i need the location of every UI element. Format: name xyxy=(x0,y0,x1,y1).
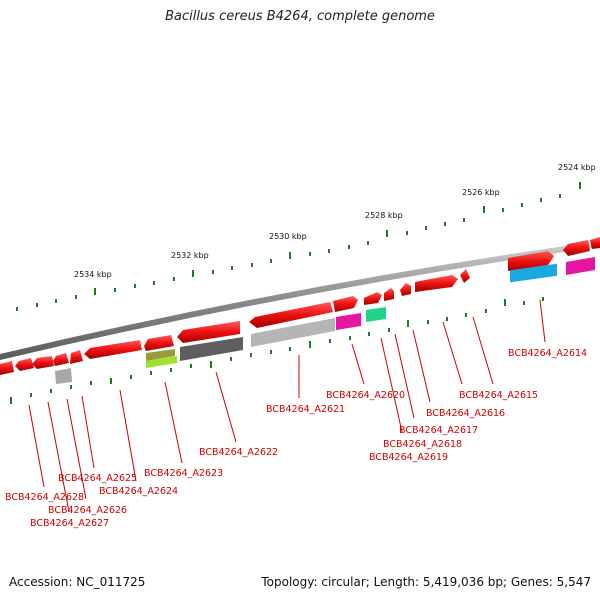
feature-lime[interactable] xyxy=(146,356,177,368)
feature-gray-dark[interactable] xyxy=(180,337,243,361)
scale-label-2526: 2526 kbp xyxy=(462,188,500,197)
gene-arrow[interactable] xyxy=(563,240,590,256)
feature-cyan[interactable] xyxy=(510,263,557,283)
gene-label-a2618[interactable]: BCB4264_A2618 xyxy=(383,439,462,450)
gene-label-a2628[interactable]: BCB4264_A2628 xyxy=(5,492,84,503)
gene-arrow[interactable] xyxy=(384,288,394,301)
gene-label-a2625[interactable]: BCB4264_A2625 xyxy=(58,473,137,484)
inner-scale-ticks xyxy=(10,297,544,404)
gene-label-a2617[interactable]: BCB4264_A2617 xyxy=(399,425,478,436)
genome-summary-text: Topology: circular; Length: 5,419,036 bp… xyxy=(261,575,591,589)
gene-label-a2620[interactable]: BCB4264_A2620 xyxy=(326,390,405,401)
gene-labels: BCB4264_A2614 BCB4264_A2615 BCB4264_A261… xyxy=(5,348,587,529)
scale-label-2524: 2524 kbp xyxy=(558,163,596,172)
scale-label-2528: 2528 kbp xyxy=(365,211,403,220)
gene-label-a2622[interactable]: BCB4264_A2622 xyxy=(199,447,278,458)
gene-label-a2627[interactable]: BCB4264_A2627 xyxy=(30,518,109,529)
gene-label-a2621[interactable]: BCB4264_A2621 xyxy=(266,404,345,415)
gene-arrow[interactable] xyxy=(590,237,600,249)
gene-arrow[interactable] xyxy=(144,335,174,351)
gene-arrow[interactable] xyxy=(415,275,458,292)
genome-title: Bacillus cereus B4264, complete genome xyxy=(165,9,435,24)
accession-text: Accession: NC_011725 xyxy=(9,575,146,589)
gene-arrow[interactable] xyxy=(53,353,69,366)
gene-arrow[interactable] xyxy=(364,292,382,305)
feature-blocks xyxy=(55,257,595,384)
gene-arrow[interactable] xyxy=(84,340,142,359)
feature-teal[interactable] xyxy=(366,307,386,322)
feature-magenta[interactable] xyxy=(336,313,361,330)
feature-gray-light[interactable] xyxy=(251,318,335,347)
scale-label-2530: 2530 kbp xyxy=(269,232,307,241)
feature-magenta[interactable] xyxy=(566,257,595,275)
gene-arrow[interactable] xyxy=(333,296,358,312)
gene-label-a2624[interactable]: BCB4264_A2624 xyxy=(99,486,178,497)
gene-arrow[interactable] xyxy=(177,321,240,343)
label-leader-lines xyxy=(28,299,546,513)
gene-arrow[interactable] xyxy=(249,302,333,328)
feature-olive[interactable] xyxy=(146,349,175,361)
scale-label-2532: 2532 kbp xyxy=(171,251,209,260)
gene-arrow[interactable] xyxy=(0,361,14,375)
scale-label-2534: 2534 kbp xyxy=(74,270,112,279)
gene-label-a2614[interactable]: BCB4264_A2614 xyxy=(508,348,587,359)
gene-arrow[interactable] xyxy=(70,350,83,364)
feature-gray-small[interactable] xyxy=(55,368,72,384)
gene-arrow[interactable] xyxy=(15,358,34,371)
forward-strand-genes xyxy=(0,237,600,375)
gene-label-a2626[interactable]: BCB4264_A2626 xyxy=(48,505,127,516)
gene-arrow[interactable] xyxy=(32,356,54,369)
gene-label-a2619[interactable]: BCB4264_A2619 xyxy=(369,452,448,463)
gene-label-a2623[interactable]: BCB4264_A2623 xyxy=(144,468,223,479)
gene-arrow[interactable] xyxy=(400,283,411,296)
gene-label-a2615[interactable]: BCB4264_A2615 xyxy=(459,390,538,401)
gene-arrow[interactable] xyxy=(460,269,470,283)
gene-label-a2616[interactable]: BCB4264_A2616 xyxy=(426,408,505,419)
gene-arrow[interactable] xyxy=(508,251,554,271)
outer-scale-ticks xyxy=(16,182,581,311)
